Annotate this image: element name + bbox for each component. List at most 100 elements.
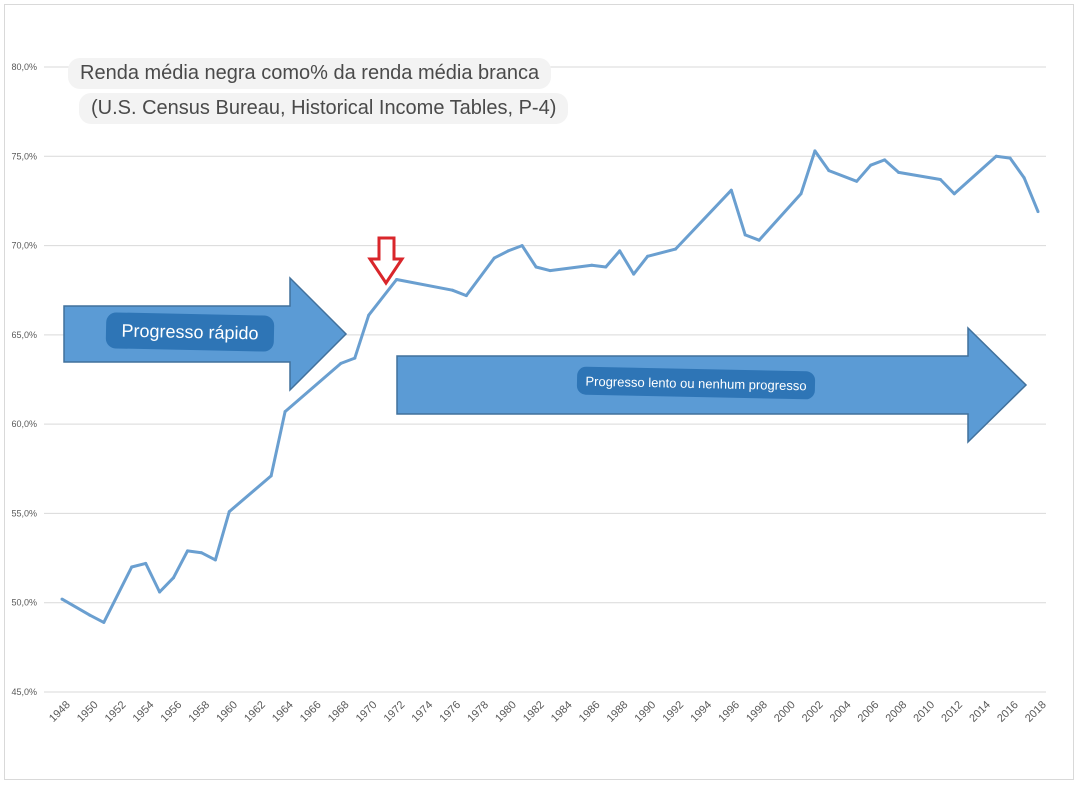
data-point xyxy=(395,278,399,281)
x-tick-label: 1974 xyxy=(409,699,435,725)
x-tick-label: 1956 xyxy=(159,699,185,725)
x-tick-label: 2006 xyxy=(856,699,882,725)
x-tick-label: 1960 xyxy=(214,699,240,725)
y-tick-label: 50,0% xyxy=(11,598,37,608)
data-point xyxy=(172,576,176,580)
data-point xyxy=(534,265,538,269)
data-point xyxy=(604,265,608,269)
series-line xyxy=(61,149,1040,624)
x-tick-label: 2018 xyxy=(1023,699,1049,725)
data-point xyxy=(994,154,998,158)
x-tick-label: 1988 xyxy=(605,699,631,725)
data-point xyxy=(520,244,524,248)
x-tick-label: 2004 xyxy=(828,699,854,725)
down-arrow-marker-icon xyxy=(367,236,405,286)
x-tick-label: 1964 xyxy=(270,699,296,725)
y-axis-tick-labels: 45,0% 50,0% 55,0% 60,0% 65,0% 70,0% 75,0% 80,0% xyxy=(11,62,37,697)
x-tick-label: 1984 xyxy=(549,699,575,725)
x-tick-label: 1948 xyxy=(47,699,73,725)
data-point xyxy=(938,178,942,181)
data-point xyxy=(283,410,287,414)
data-point xyxy=(367,313,371,317)
y-tick-label: 55,0% xyxy=(11,508,37,518)
data-point xyxy=(102,620,106,624)
data-point xyxy=(353,356,357,360)
x-tick-label: 1952 xyxy=(103,699,129,725)
x-tick-label: 2016 xyxy=(995,699,1021,725)
y-tick-label: 70,0% xyxy=(11,241,37,251)
data-point xyxy=(130,565,134,569)
x-tick-label: 2010 xyxy=(911,699,937,725)
data-point xyxy=(1022,176,1026,180)
x-tick-label: 1972 xyxy=(382,699,408,725)
x-tick-label: 1992 xyxy=(660,699,686,725)
x-tick-label: 1986 xyxy=(577,699,603,725)
data-point xyxy=(729,188,733,192)
data-point xyxy=(506,249,510,253)
data-point xyxy=(548,269,552,273)
x-tick-label: 1954 xyxy=(131,699,157,725)
data-point xyxy=(646,254,650,258)
data-point xyxy=(144,561,148,565)
data-point xyxy=(883,158,887,162)
data-point xyxy=(339,361,343,365)
x-tick-label: 1980 xyxy=(493,699,519,725)
x-tick-label: 1970 xyxy=(354,699,380,725)
x-tick-label: 2014 xyxy=(967,699,993,725)
slow-progress-label: Progresso lento ou nenhum progresso xyxy=(585,374,806,394)
data-point xyxy=(1036,210,1040,214)
data-point xyxy=(450,288,454,292)
fast-progress-label-box xyxy=(105,312,275,352)
data-point xyxy=(1008,156,1012,160)
x-tick-label: 2000 xyxy=(772,699,798,725)
data-point xyxy=(213,558,217,562)
data-point xyxy=(227,510,231,514)
data-point xyxy=(590,263,594,267)
x-tick-label: 2008 xyxy=(884,699,910,725)
x-tick-label: 1958 xyxy=(186,699,212,725)
data-point xyxy=(799,192,803,196)
x-tick-label: 1950 xyxy=(75,699,101,725)
slow-progress-label-box xyxy=(576,366,816,400)
data-point xyxy=(185,549,189,553)
data-point xyxy=(743,233,747,237)
data-point xyxy=(618,249,622,253)
x-tick-label: 2012 xyxy=(939,699,965,725)
data-point xyxy=(60,597,64,601)
chart-subtitle: (U.S. Census Bureau, Historical Income T… xyxy=(79,93,569,124)
x-tick-label: 1978 xyxy=(465,699,491,725)
x-tick-label: 1994 xyxy=(688,699,714,725)
x-axis-tick-labels: 1948 1950 1952 1954 1956 1958 1960 1962 1964 1966… xyxy=(47,699,1049,725)
data-point xyxy=(869,163,873,167)
y-tick-label: 75,0% xyxy=(11,151,37,161)
data-point xyxy=(199,551,203,555)
y-tick-label: 65,0% xyxy=(11,330,37,340)
data-point xyxy=(673,247,677,251)
fast-progress-label: Progresso rápido xyxy=(121,321,258,344)
x-tick-label: 1998 xyxy=(744,699,770,725)
x-tick-label: 1990 xyxy=(633,699,659,725)
y-tick-label: 45,0% xyxy=(11,687,37,697)
x-tick-label: 1996 xyxy=(716,699,742,725)
data-point xyxy=(813,149,817,153)
data-point xyxy=(757,238,761,242)
series-points xyxy=(60,149,1040,624)
x-tick-label: 2002 xyxy=(800,699,826,725)
data-point xyxy=(269,474,273,478)
x-tick-label: 1962 xyxy=(242,699,268,725)
x-tick-label: 1982 xyxy=(521,699,547,725)
data-point xyxy=(952,192,956,196)
data-point xyxy=(492,256,496,260)
data-point xyxy=(827,169,831,173)
x-tick-label: 1966 xyxy=(298,699,324,725)
data-point xyxy=(632,272,636,276)
x-tick-label: 1968 xyxy=(326,699,352,725)
chart-title: Renda média negra como% da renda média b… xyxy=(68,58,552,89)
data-point xyxy=(464,294,468,298)
data-point xyxy=(897,170,901,174)
y-tick-label: 60,0% xyxy=(11,419,37,429)
y-tick-label: 80,0% xyxy=(11,62,37,72)
data-point xyxy=(158,590,162,594)
data-point xyxy=(855,179,859,183)
